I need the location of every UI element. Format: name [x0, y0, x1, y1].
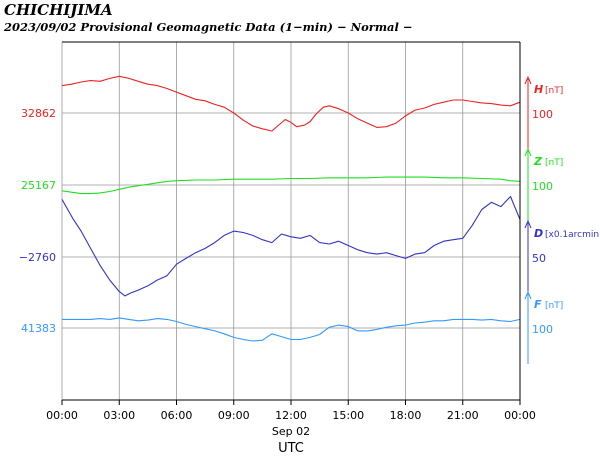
station-title: CHICHIJIMA — [4, 1, 113, 19]
series-f-scale-arrow — [524, 290, 532, 300]
series-f-scale-label: 100 — [532, 323, 553, 336]
x-tick-label: 03:00 — [103, 409, 135, 422]
x-tick-label: 12:00 — [275, 409, 307, 422]
series-z-scale-arrow — [524, 147, 532, 157]
grid-lines — [61, 42, 520, 400]
series-line-h — [61, 75, 521, 132]
series-d-scale-label: 50 — [532, 252, 546, 265]
x-tick-label: 15:00 — [332, 409, 364, 422]
series-z-scale-label: 100 — [532, 180, 553, 193]
series-z-base-label: 25167 — [21, 179, 56, 192]
labels: 00:00 03:00 06:00 09:00 12:00 15:00 18:00 21:00… — [19, 83, 600, 456]
series-d-scale-arrow — [524, 219, 532, 229]
x-tick-label: 00:00 — [504, 409, 536, 422]
x-date-label: Sep 02 — [272, 425, 310, 438]
x-axis-label: UTC — [278, 441, 304, 456]
series-line-d — [61, 195, 521, 297]
series-z-name: Z — [533, 155, 543, 168]
x-tick-label: 06:00 — [161, 409, 193, 422]
series-h-name: H — [534, 83, 543, 96]
series-d-name: D — [534, 227, 543, 240]
series-h-unit: [nT] — [545, 86, 563, 96]
series-z-unit: [nT] — [545, 158, 563, 168]
x-tick-label: 09:00 — [218, 409, 250, 422]
axes — [61, 41, 532, 405]
series-f-base-label: 41383 — [21, 322, 56, 335]
x-tick-label: 00:00 — [46, 409, 78, 422]
chart-subtitle: 2023/09/02 Provisional Geomagnetic Data … — [4, 20, 413, 34]
series-h-scale-label: 100 — [532, 108, 553, 121]
series-d-base-label: −2760 — [19, 251, 56, 264]
series-h-scale-arrow — [524, 75, 532, 85]
x-tick-label: 18:00 — [390, 409, 422, 422]
series-f-name: F — [534, 298, 542, 311]
series-f-unit: [nT] — [545, 301, 563, 311]
series-layer — [61, 75, 521, 342]
series-line-z — [61, 176, 521, 195]
series-line-f — [62, 317, 521, 342]
series-h-base-label: 32862 — [21, 107, 56, 120]
series-d-unit: [x0.1arcmin] — [545, 230, 600, 240]
x-tick-label: 21:00 — [447, 409, 479, 422]
